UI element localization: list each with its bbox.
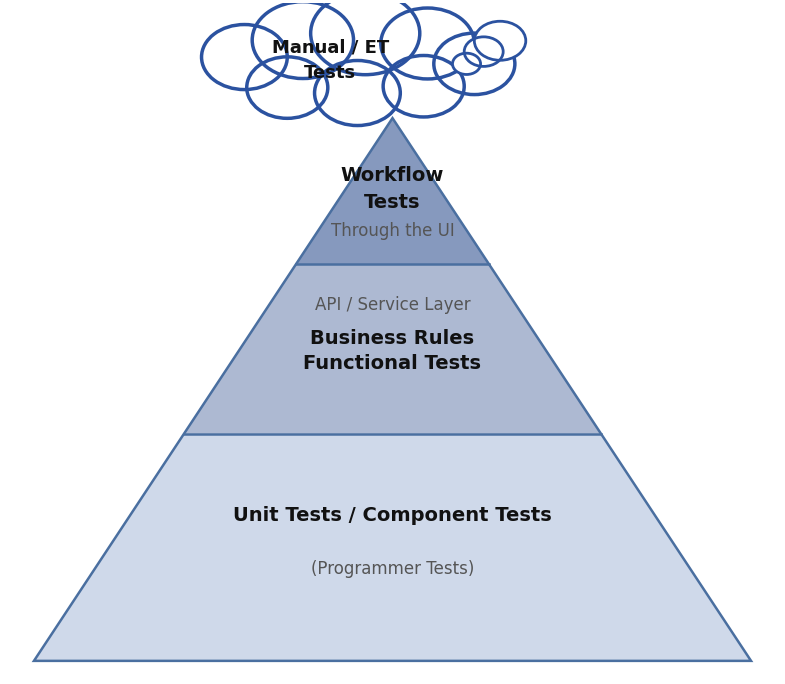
Ellipse shape (202, 25, 287, 90)
Ellipse shape (383, 55, 464, 117)
Polygon shape (184, 264, 601, 434)
Ellipse shape (452, 53, 480, 75)
Ellipse shape (252, 1, 353, 79)
Polygon shape (34, 434, 751, 661)
Ellipse shape (315, 60, 400, 126)
Text: Unit Tests / Component Tests: Unit Tests / Component Tests (233, 505, 552, 525)
Text: API / Service Layer: API / Service Layer (315, 295, 470, 314)
Text: Manual / ET
Tests: Manual / ET Tests (272, 39, 389, 82)
Text: Through the UI: Through the UI (330, 222, 455, 239)
Text: Workflow: Workflow (341, 166, 444, 185)
Polygon shape (296, 118, 489, 264)
Text: Tests: Tests (364, 194, 421, 213)
Ellipse shape (434, 33, 515, 94)
Text: Business Rules: Business Rules (310, 329, 475, 348)
Ellipse shape (474, 21, 526, 60)
Ellipse shape (246, 57, 328, 118)
Ellipse shape (464, 37, 503, 66)
Ellipse shape (311, 0, 420, 75)
Text: (Programmer Tests): (Programmer Tests) (311, 560, 474, 578)
Ellipse shape (381, 8, 474, 79)
Text: Functional Tests: Functional Tests (304, 354, 481, 373)
